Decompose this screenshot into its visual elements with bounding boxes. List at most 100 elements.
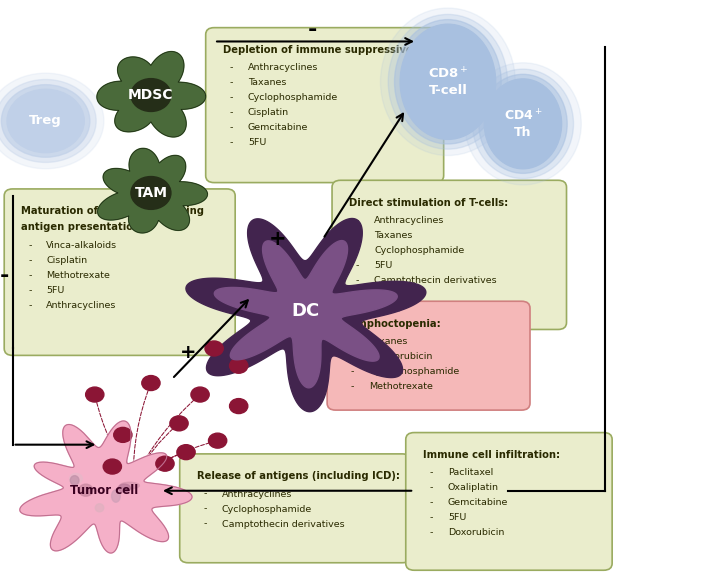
Circle shape xyxy=(156,456,174,471)
Ellipse shape xyxy=(69,473,82,484)
Text: Lymphoctopenia:: Lymphoctopenia: xyxy=(344,319,441,328)
Text: TAM: TAM xyxy=(134,186,168,200)
Text: -: - xyxy=(28,286,32,295)
Text: -: - xyxy=(0,267,9,286)
Text: -: - xyxy=(356,246,359,255)
Text: -: - xyxy=(430,483,433,492)
Text: Taxanes: Taxanes xyxy=(369,337,408,346)
Text: Anthracyclines: Anthracyclines xyxy=(248,63,318,73)
Ellipse shape xyxy=(472,69,574,179)
Text: Daunorubicin: Daunorubicin xyxy=(369,352,432,361)
Text: Anthracyclines: Anthracyclines xyxy=(222,490,292,499)
Text: Cyclophosphamide: Cyclophosphamide xyxy=(222,505,312,514)
Text: antigen presentation:: antigen presentation: xyxy=(21,222,145,232)
Ellipse shape xyxy=(79,484,93,497)
Polygon shape xyxy=(214,241,397,388)
Ellipse shape xyxy=(465,63,581,185)
Text: Camptothecin derivatives: Camptothecin derivatives xyxy=(374,276,497,285)
Text: Oxaliplatin: Oxaliplatin xyxy=(448,483,499,492)
Ellipse shape xyxy=(400,24,496,139)
Text: CD4$^+$
Th: CD4$^+$ Th xyxy=(504,109,542,139)
Text: -: - xyxy=(351,352,355,361)
Text: 5FU: 5FU xyxy=(448,513,466,522)
Circle shape xyxy=(177,445,195,460)
Text: DC: DC xyxy=(291,302,319,320)
Text: -: - xyxy=(28,301,32,310)
Text: -: - xyxy=(430,498,433,507)
Text: Release of antigens (including ICD):: Release of antigens (including ICD): xyxy=(197,471,399,481)
FancyBboxPatch shape xyxy=(327,301,530,410)
Text: Camptothecin derivatives: Camptothecin derivatives xyxy=(222,520,345,529)
Text: Depletion of immune suppressive cells:: Depletion of immune suppressive cells: xyxy=(223,45,445,55)
Polygon shape xyxy=(20,421,192,553)
Text: Anthracyclines: Anthracyclines xyxy=(374,216,444,225)
Circle shape xyxy=(205,341,223,356)
Text: -: - xyxy=(356,276,359,285)
Text: Direct stimulation of T-cells:: Direct stimulation of T-cells: xyxy=(349,198,508,207)
FancyBboxPatch shape xyxy=(180,454,411,563)
Text: -: - xyxy=(204,520,207,529)
Text: -: - xyxy=(230,93,233,103)
Text: -: - xyxy=(351,382,355,391)
Text: Paclitaxel: Paclitaxel xyxy=(448,468,493,478)
Text: Cisplatin: Cisplatin xyxy=(248,108,289,118)
FancyBboxPatch shape xyxy=(332,180,567,329)
Circle shape xyxy=(191,387,209,402)
FancyBboxPatch shape xyxy=(4,189,235,355)
Text: Doxorubicin: Doxorubicin xyxy=(448,528,504,537)
Text: Maturation of DC and enhancing: Maturation of DC and enhancing xyxy=(21,206,204,216)
Text: Gemcitabine: Gemcitabine xyxy=(248,123,308,132)
Ellipse shape xyxy=(388,14,508,149)
Circle shape xyxy=(0,73,104,169)
Polygon shape xyxy=(98,149,207,233)
Text: -: - xyxy=(28,241,32,250)
Ellipse shape xyxy=(118,484,131,492)
Text: -: - xyxy=(356,231,359,240)
Text: -: - xyxy=(356,261,359,270)
Text: -: - xyxy=(430,528,433,537)
Ellipse shape xyxy=(380,8,515,156)
Text: -: - xyxy=(230,138,233,147)
Circle shape xyxy=(230,358,248,373)
Text: -: - xyxy=(230,78,233,88)
Text: -: - xyxy=(430,468,433,478)
Text: Cyclophosphamide: Cyclophosphamide xyxy=(374,246,465,255)
Text: -: - xyxy=(230,63,233,73)
Text: Cyclophosphamide: Cyclophosphamide xyxy=(248,93,338,103)
Text: Cyclophosphamide: Cyclophosphamide xyxy=(369,367,460,376)
Text: Taxanes: Taxanes xyxy=(374,231,413,240)
Circle shape xyxy=(131,79,171,112)
Polygon shape xyxy=(97,52,206,137)
Circle shape xyxy=(1,85,90,157)
Ellipse shape xyxy=(70,476,79,485)
Circle shape xyxy=(103,459,121,474)
Text: +: + xyxy=(180,343,197,362)
Text: Treg: Treg xyxy=(29,115,62,127)
Ellipse shape xyxy=(95,504,104,512)
Text: 5FU: 5FU xyxy=(374,261,392,270)
Ellipse shape xyxy=(112,490,120,502)
Text: Vinca-alkaloids: Vinca-alkaloids xyxy=(46,241,117,250)
Ellipse shape xyxy=(479,74,567,173)
Circle shape xyxy=(230,399,248,414)
Text: -: - xyxy=(307,20,317,40)
Text: -: - xyxy=(430,513,433,522)
Text: 5FU: 5FU xyxy=(248,138,266,147)
Text: -: - xyxy=(28,271,32,280)
Circle shape xyxy=(142,376,160,391)
Text: Cisplatin: Cisplatin xyxy=(46,256,88,265)
Circle shape xyxy=(170,416,188,431)
Text: Tumor cell: Tumor cell xyxy=(69,484,138,497)
Text: -: - xyxy=(204,490,207,499)
Text: -: - xyxy=(230,108,233,118)
Text: -: - xyxy=(356,216,359,225)
FancyBboxPatch shape xyxy=(406,433,612,570)
Text: Immune cell infiltration:: Immune cell infiltration: xyxy=(423,450,559,460)
Text: Taxanes: Taxanes xyxy=(248,78,286,88)
Ellipse shape xyxy=(395,20,501,144)
Circle shape xyxy=(7,89,84,153)
Text: Methotrexate: Methotrexate xyxy=(46,271,110,280)
Text: -: - xyxy=(230,123,233,132)
Circle shape xyxy=(114,427,132,442)
Text: Anthracyclines: Anthracyclines xyxy=(46,301,117,310)
